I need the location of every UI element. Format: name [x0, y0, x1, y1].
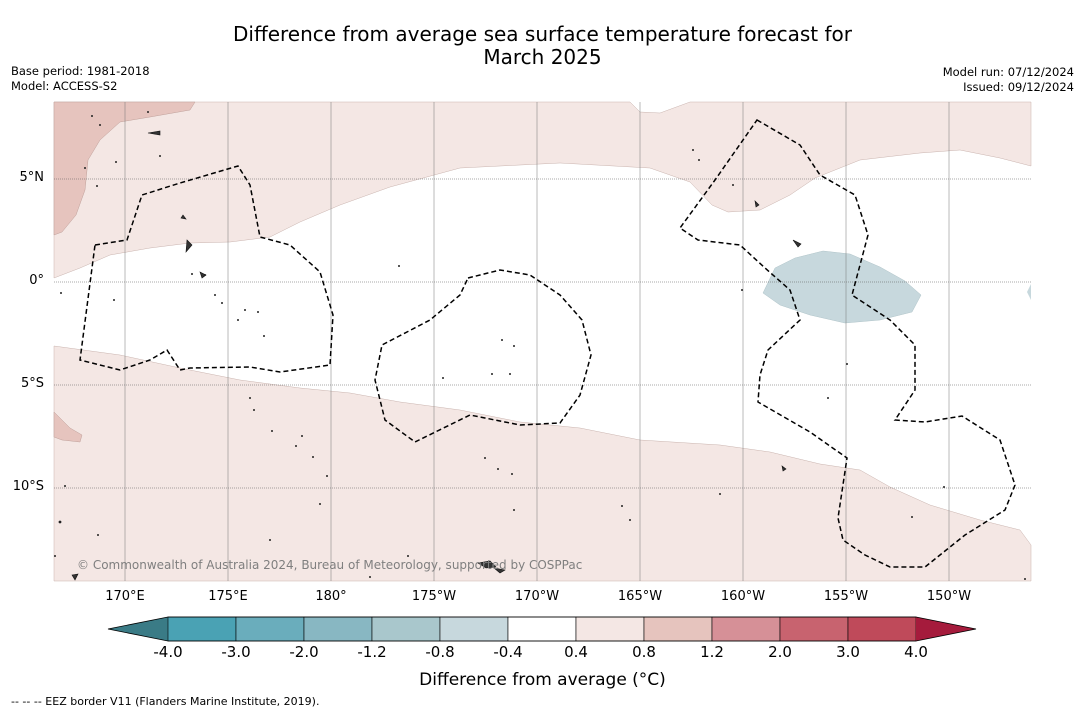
longitude-label: 170°E: [105, 589, 145, 604]
colorbar-extend-low: [108, 617, 168, 641]
colorbar-segment: [235, 616, 305, 642]
metadata-left: Base period: 1981-2018 Model: ACCESS-S2: [11, 64, 150, 94]
longitude-label: 175°E: [208, 589, 248, 604]
island: [477, 560, 497, 569]
latitude-label: 5°N: [19, 170, 45, 185]
island-dots: [54, 111, 1026, 580]
island: [180, 214, 187, 220]
longitude-label: 175°W: [411, 589, 457, 604]
eez-border-east: [678, 119, 1016, 568]
colorbar-segment: [167, 616, 237, 642]
eez-borders: [79, 119, 1016, 568]
eez-border-central: [374, 269, 592, 443]
eez-footnote: -- -- -- EEZ border V11 (Flanders Marine…: [11, 695, 320, 708]
issued-text: Issued: 09/12/2024: [963, 80, 1074, 94]
longitude-label: 160°W: [720, 589, 766, 604]
colorbar-tick-label: -4.0: [153, 643, 183, 661]
colorbar-tick-label: -3.0: [221, 643, 251, 661]
anomaly-region-cool-east-edge: [1027, 284, 1031, 300]
page-title-line2: March 2025: [483, 45, 602, 69]
colorbar-tick-label: 4.0: [904, 643, 928, 661]
colorbar-tick-label: 3.0: [836, 643, 860, 661]
island: [781, 465, 787, 472]
island: [492, 567, 506, 574]
colorbar-segment: [711, 616, 781, 642]
gridlines: [54, 178, 1031, 489]
longitude-label: 155°W: [823, 589, 869, 604]
copyright-notice: © Commonwealth of Australia 2024, Bureau…: [77, 558, 583, 572]
island: [147, 130, 161, 136]
longitude-label: 180°: [315, 589, 347, 604]
island: [792, 239, 802, 248]
colorbar-segment: [507, 616, 577, 642]
colorbar-segment: [575, 616, 645, 642]
model-run-text: Model run: 07/12/2024: [942, 65, 1074, 79]
colorbar-segment: [643, 616, 713, 642]
colorbar-tick-label: -2.0: [289, 643, 319, 661]
meridians: [124, 102, 950, 581]
colorbar-tick-label: -0.4: [493, 643, 523, 661]
latitude-label: 5°S: [20, 376, 44, 391]
colorbar: [107, 616, 977, 642]
island: [71, 573, 79, 581]
colorbar-segment: [303, 616, 373, 642]
colorbar-tick-label: 2.0: [768, 643, 792, 661]
anomaly-region-cool: [762, 250, 922, 324]
colorbar-tick-label: 0.8: [632, 643, 656, 661]
islands: [71, 130, 802, 581]
colorbar-tick-label: -1.2: [357, 643, 387, 661]
colorbar-outline: [107, 616, 977, 642]
island: [754, 200, 760, 208]
anomaly-region-northwest-warm: [53, 101, 196, 236]
model-text: Model: ACCESS-S2: [11, 79, 118, 93]
colorbar-segment: [439, 616, 509, 642]
colorbar-tick-label: -0.8: [425, 643, 455, 661]
longitude-label: 165°W: [617, 589, 663, 604]
anomaly-region-southwest-warm: [53, 411, 83, 443]
latitude-label: 0°: [29, 273, 44, 288]
page-title-line1: Difference from average sea surface temp…: [232, 22, 852, 46]
colorbar-tick-label: 1.2: [700, 643, 724, 661]
island: [185, 239, 193, 253]
longitude-label: 170°W: [514, 589, 560, 604]
colorbar-segment: [847, 616, 917, 642]
colorbar-label: Difference from average (°C): [419, 670, 666, 690]
anomaly-region-south-pale-warm: [53, 345, 1032, 582]
longitude-label: 150°W: [926, 589, 972, 604]
eez-border-west: [79, 165, 334, 373]
metadata-right: Model run: 07/12/2024 Issued: 09/12/2024: [943, 65, 1074, 95]
colorbar-extend-high: [916, 617, 976, 641]
colorbar-tick-label: 0.4: [564, 643, 588, 661]
base-period-text: Base period: 1981-2018: [11, 64, 150, 78]
colorbar-segment: [779, 616, 849, 642]
island: [199, 271, 207, 279]
colorbar-segment: [371, 616, 441, 642]
latitude-label: 10°S: [12, 479, 44, 494]
